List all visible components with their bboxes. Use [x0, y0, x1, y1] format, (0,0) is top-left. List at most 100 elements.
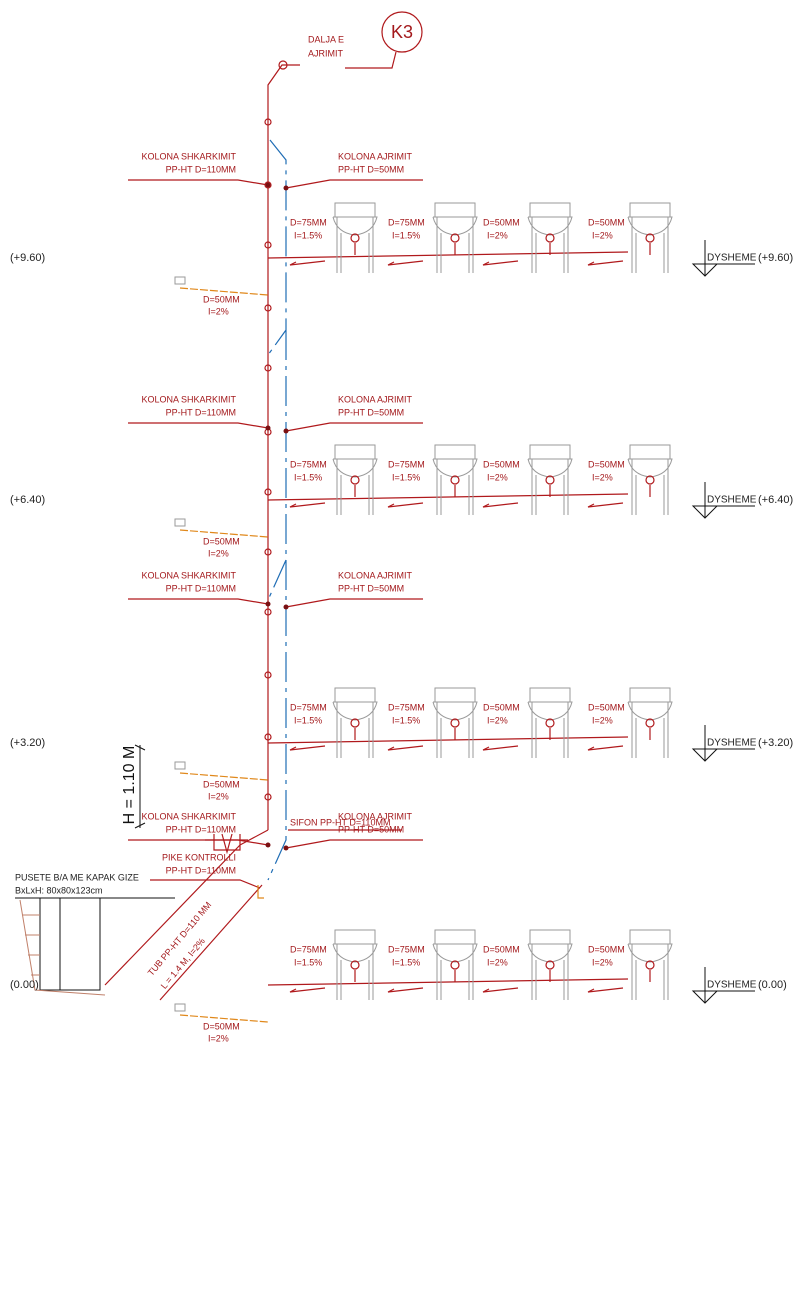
pipe-size: D=75MM: [290, 702, 327, 712]
pipe-slope: I=1.5%: [294, 230, 322, 240]
trap: [645, 718, 655, 728]
pipe-size: D=75MM: [290, 217, 327, 227]
fixture: [432, 687, 478, 758]
leader: [128, 179, 269, 186]
height-dim: [134, 744, 146, 829]
fitting: [264, 118, 272, 126]
flow-arrow: [289, 502, 326, 508]
fitting: [264, 733, 272, 741]
trap: [450, 718, 460, 728]
pipe-size: D=75MM: [388, 702, 425, 712]
leader-dot: [265, 601, 271, 607]
leader: [150, 879, 261, 889]
trap: [545, 475, 555, 485]
trap: [450, 233, 460, 243]
drain-size: D=50MM: [203, 1021, 240, 1031]
callout-title: KOLONA AJRIMIT: [338, 811, 413, 821]
pipe-size: D=50MM: [483, 702, 520, 712]
pipe-slope: I=1.5%: [392, 472, 420, 482]
pipe-slope: I=1.5%: [294, 957, 322, 967]
pipe-size: D=50MM: [588, 459, 625, 469]
floor-label: DYSHEME: [707, 253, 757, 264]
fixture: [527, 929, 573, 1000]
trap: [545, 718, 555, 728]
floor-drain-box: [174, 518, 186, 527]
fixture: [332, 929, 378, 1000]
fitting: [264, 671, 272, 679]
fixture: [527, 687, 573, 758]
flow-arrow: [289, 260, 326, 266]
pipe-slope: I=2%: [487, 957, 508, 967]
leader: [285, 839, 423, 849]
fitting: [264, 548, 272, 556]
leader-dot: [265, 425, 271, 431]
manhole-label: BxLxH: 80x80x123cm: [15, 885, 103, 895]
pipe-dim: [159, 884, 263, 1001]
branch-pipe: [267, 978, 629, 986]
leader: [285, 179, 423, 189]
fixture: [527, 444, 573, 515]
pipe-size: D=75MM: [290, 459, 327, 469]
callout-spec: PP-HT D=110MM: [166, 824, 236, 834]
drain-slope: I=2%: [208, 548, 229, 558]
callout-spec: PP-HT D=50MM: [338, 407, 404, 417]
leader: [128, 839, 269, 846]
fixture: [627, 687, 673, 758]
callout-spec: PP-HT D=50MM: [338, 583, 404, 593]
pipe-label: L = 1.4 M, I=2%: [159, 936, 207, 991]
pipe-slope: I=1.5%: [294, 715, 322, 725]
siphon-label: SIFON PP-HT D=110MM: [290, 817, 390, 827]
level-label: (+3.20): [758, 737, 793, 749]
fixture: [432, 202, 478, 273]
flow-arrow: [387, 260, 424, 266]
badge-circle: [381, 11, 423, 53]
callout-spec: PP-HT D=110MM: [166, 583, 236, 593]
callout-title: KOLONA AJRIMIT: [338, 394, 413, 404]
branch-pipe: [267, 251, 629, 259]
pipe-slope: I=2%: [487, 715, 508, 725]
floor-drain: [179, 529, 269, 538]
leader: [128, 422, 269, 429]
flow-arrow: [387, 987, 424, 993]
floor-drain-box: [174, 761, 186, 770]
pipe-slope: I=1.5%: [392, 957, 420, 967]
leader-dot: [283, 428, 289, 434]
pipe-size: D=50MM: [483, 459, 520, 469]
trap: [545, 960, 555, 970]
pipe-slope: I=1.5%: [392, 230, 420, 240]
pipe-size: D=75MM: [388, 944, 425, 954]
pipe-size: D=75MM: [290, 944, 327, 954]
floor-label: DYSHEME: [707, 980, 757, 991]
flow-arrow: [482, 260, 519, 266]
fixture: [332, 444, 378, 515]
outlet-label: AJRIMIT: [308, 48, 344, 58]
level-label: (+6.40): [10, 494, 45, 506]
floor-drain: [179, 772, 269, 781]
floor-mark: [691, 967, 755, 1004]
pipe-slope: I=2%: [487, 230, 508, 240]
callout-title: KOLONA AJRIMIT: [338, 570, 413, 580]
fixture: [627, 929, 673, 1000]
soil-hatch: [19, 899, 106, 996]
flow-arrow: [289, 987, 326, 993]
level-label: (+6.40): [758, 494, 793, 506]
flow-arrow: [587, 745, 624, 751]
pipe-size: D=75MM: [388, 459, 425, 469]
callout-title: KOLONA SHKARKIMIT: [141, 570, 236, 580]
fixture: [332, 202, 378, 273]
trap: [545, 233, 555, 243]
floor-drain-box: [174, 276, 186, 285]
fitting: [264, 304, 272, 312]
fitting: [264, 364, 272, 372]
leader-dot: [265, 842, 271, 848]
floor-mark: [691, 725, 755, 762]
drain-slope: I=2%: [208, 306, 229, 316]
outlet-pipe: [267, 51, 397, 115]
fitting: [264, 608, 272, 616]
floor-mark: [691, 482, 755, 519]
floor-label: DYSHEME: [707, 495, 757, 506]
manhole-label: PUSETE B/A ME KAPAK GIZE: [15, 872, 139, 882]
flow-arrow: [387, 502, 424, 508]
callout-title: KOLONA AJRIMIT: [338, 151, 413, 161]
